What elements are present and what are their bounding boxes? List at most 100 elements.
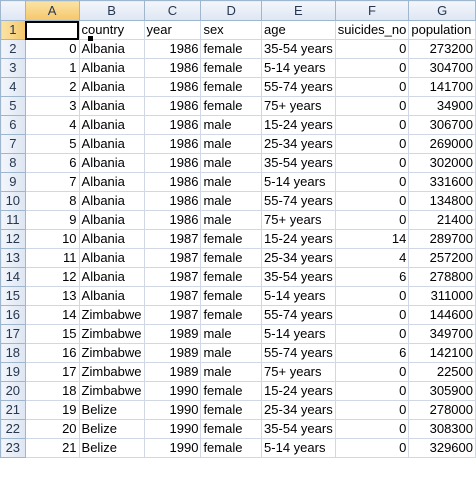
table-cell[interactable]: 257200 (408, 248, 476, 268)
table-cell[interactable]: 9 (24, 210, 80, 230)
table-cell[interactable]: 1986 (143, 153, 202, 173)
table-cell[interactable]: 34900 (408, 96, 476, 116)
table-cell[interactable]: female (200, 267, 263, 287)
table-cell[interactable]: Albania (78, 39, 145, 59)
row-header[interactable]: 4 (0, 77, 26, 97)
table-cell[interactable]: 0 (334, 77, 410, 97)
table-cell[interactable]: 21400 (408, 210, 476, 230)
table-cell[interactable]: Albania (78, 248, 145, 268)
row-header[interactable]: 13 (0, 248, 26, 268)
cell-a1[interactable] (24, 20, 80, 40)
table-cell[interactable]: 1986 (143, 39, 202, 59)
row-header[interactable]: 7 (0, 134, 26, 154)
row-header[interactable]: 14 (0, 267, 26, 287)
table-cell[interactable]: 311000 (408, 286, 476, 306)
table-cell[interactable]: 55-74 years (261, 343, 336, 363)
row-header[interactable]: 20 (0, 381, 26, 401)
table-cell[interactable]: Albania (78, 172, 145, 192)
table-cell[interactable]: 17 (24, 362, 80, 382)
table-cell[interactable]: Albania (78, 134, 145, 154)
table-cell[interactable]: female (200, 229, 263, 249)
row-header[interactable]: 21 (0, 400, 26, 420)
column-header-b[interactable]: B (78, 0, 145, 21)
row-header[interactable]: 8 (0, 153, 26, 173)
table-cell[interactable]: 18 (24, 381, 80, 401)
row-header[interactable]: 6 (0, 115, 26, 135)
table-cell[interactable]: 0 (334, 324, 410, 344)
table-cell[interactable]: 5-14 years (261, 172, 336, 192)
table-cell[interactable]: Belize (78, 419, 145, 439)
table-cell[interactable]: 16 (24, 343, 80, 363)
table-cell[interactable]: female (200, 305, 263, 325)
cell-header[interactable]: population (408, 20, 476, 40)
row-header[interactable]: 18 (0, 343, 26, 363)
table-cell[interactable]: Albania (78, 286, 145, 306)
table-cell[interactable]: 305900 (408, 381, 476, 401)
table-cell[interactable]: male (200, 343, 263, 363)
table-cell[interactable]: 1986 (143, 210, 202, 230)
cell-header[interactable]: year (143, 20, 202, 40)
column-header-c[interactable]: C (143, 0, 202, 21)
table-cell[interactable]: Albania (78, 115, 145, 135)
table-cell[interactable]: 4 (24, 115, 80, 135)
table-cell[interactable]: 1989 (143, 324, 202, 344)
table-cell[interactable]: Zimbabwe (78, 305, 145, 325)
table-cell[interactable]: male (200, 324, 263, 344)
table-cell[interactable]: 273200 (408, 39, 476, 59)
table-cell[interactable]: 12 (24, 267, 80, 287)
table-cell[interactable]: 304700 (408, 58, 476, 78)
table-cell[interactable]: 1986 (143, 58, 202, 78)
table-cell[interactable]: Zimbabwe (78, 362, 145, 382)
table-cell[interactable]: 0 (334, 210, 410, 230)
row-header[interactable]: 15 (0, 286, 26, 306)
table-cell[interactable]: 1987 (143, 229, 202, 249)
table-cell[interactable]: 5-14 years (261, 438, 336, 458)
table-cell[interactable]: 1990 (143, 400, 202, 420)
table-cell[interactable]: 1990 (143, 419, 202, 439)
column-header-f[interactable]: F (334, 0, 410, 21)
table-cell[interactable]: 22500 (408, 362, 476, 382)
table-cell[interactable]: 6 (334, 267, 410, 287)
row-header[interactable]: 10 (0, 191, 26, 211)
table-cell[interactable]: 0 (334, 134, 410, 154)
table-cell[interactable]: 1986 (143, 172, 202, 192)
table-cell[interactable]: 15-24 years (261, 229, 336, 249)
table-cell[interactable]: 0 (334, 39, 410, 59)
table-cell[interactable]: 14 (24, 305, 80, 325)
table-cell[interactable]: 308300 (408, 419, 476, 439)
table-cell[interactable]: 15-24 years (261, 115, 336, 135)
table-cell[interactable]: female (200, 381, 263, 401)
table-cell[interactable]: male (200, 210, 263, 230)
row-header[interactable]: 3 (0, 58, 26, 78)
table-cell[interactable]: 1986 (143, 191, 202, 211)
table-cell[interactable]: 5-14 years (261, 324, 336, 344)
table-cell[interactable]: female (200, 39, 263, 59)
cell-header[interactable]: age (261, 20, 336, 40)
table-cell[interactable]: 21 (24, 438, 80, 458)
table-cell[interactable]: 35-54 years (261, 39, 336, 59)
table-cell[interactable]: 6 (334, 343, 410, 363)
table-cell[interactable]: female (200, 248, 263, 268)
table-cell[interactable]: 35-54 years (261, 419, 336, 439)
table-cell[interactable]: 0 (334, 305, 410, 325)
table-cell[interactable]: 1989 (143, 343, 202, 363)
table-cell[interactable]: male (200, 115, 263, 135)
select-all-corner[interactable] (0, 0, 26, 21)
table-cell[interactable]: 134800 (408, 191, 476, 211)
table-cell[interactable]: 0 (334, 400, 410, 420)
table-cell[interactable]: 329600 (408, 438, 476, 458)
table-cell[interactable]: male (200, 134, 263, 154)
table-cell[interactable]: 1986 (143, 96, 202, 116)
table-cell[interactable]: 2 (24, 77, 80, 97)
table-cell[interactable]: male (200, 191, 263, 211)
table-cell[interactable]: 1987 (143, 248, 202, 268)
cell-header[interactable]: sex (200, 20, 263, 40)
table-cell[interactable]: 5-14 years (261, 58, 336, 78)
table-cell[interactable]: 75+ years (261, 210, 336, 230)
table-cell[interactable]: 1987 (143, 267, 202, 287)
table-cell[interactable]: 1987 (143, 286, 202, 306)
table-cell[interactable]: 55-74 years (261, 191, 336, 211)
table-cell[interactable]: female (200, 286, 263, 306)
table-cell[interactable]: 15-24 years (261, 381, 336, 401)
column-header-a[interactable]: A (24, 0, 80, 21)
